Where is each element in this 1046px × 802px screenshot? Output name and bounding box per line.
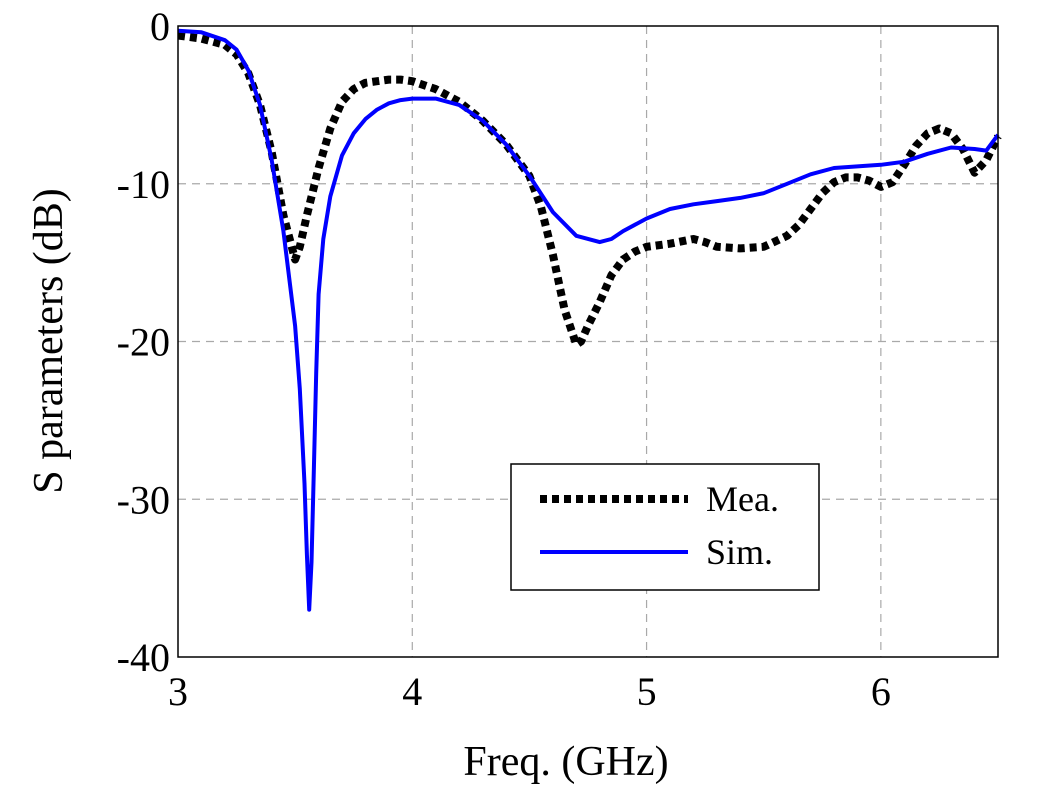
y-tick-label: -40 xyxy=(117,635,170,680)
x-tick-label: 5 xyxy=(637,669,657,714)
x-axis-title: Freq. (GHz) xyxy=(463,739,668,785)
legend-box xyxy=(510,463,820,591)
x-tick-label: 3 xyxy=(168,669,188,714)
legend-label-mea: Mea. xyxy=(706,479,779,519)
x-tick-label: 6 xyxy=(871,669,891,714)
series-line-mea xyxy=(177,31,1002,349)
y-tick-label: 0 xyxy=(150,4,170,49)
legend-label-sim: Sim. xyxy=(706,532,773,572)
tick-labels: 3 4 5 6 0 -10 -20 -30 -40 xyxy=(117,4,891,714)
y-axis-title: S parameters (dB) xyxy=(26,188,72,494)
y-tick-label: -10 xyxy=(117,162,170,207)
x-tick-label: 4 xyxy=(402,669,422,714)
y-tick-label: -20 xyxy=(117,320,170,365)
series-line-sim xyxy=(177,28,1000,612)
data-series xyxy=(177,28,1002,612)
legend: Mea. Sim. xyxy=(510,463,820,591)
plot-area-frame xyxy=(177,25,999,658)
y-tick-label: -30 xyxy=(117,477,170,522)
